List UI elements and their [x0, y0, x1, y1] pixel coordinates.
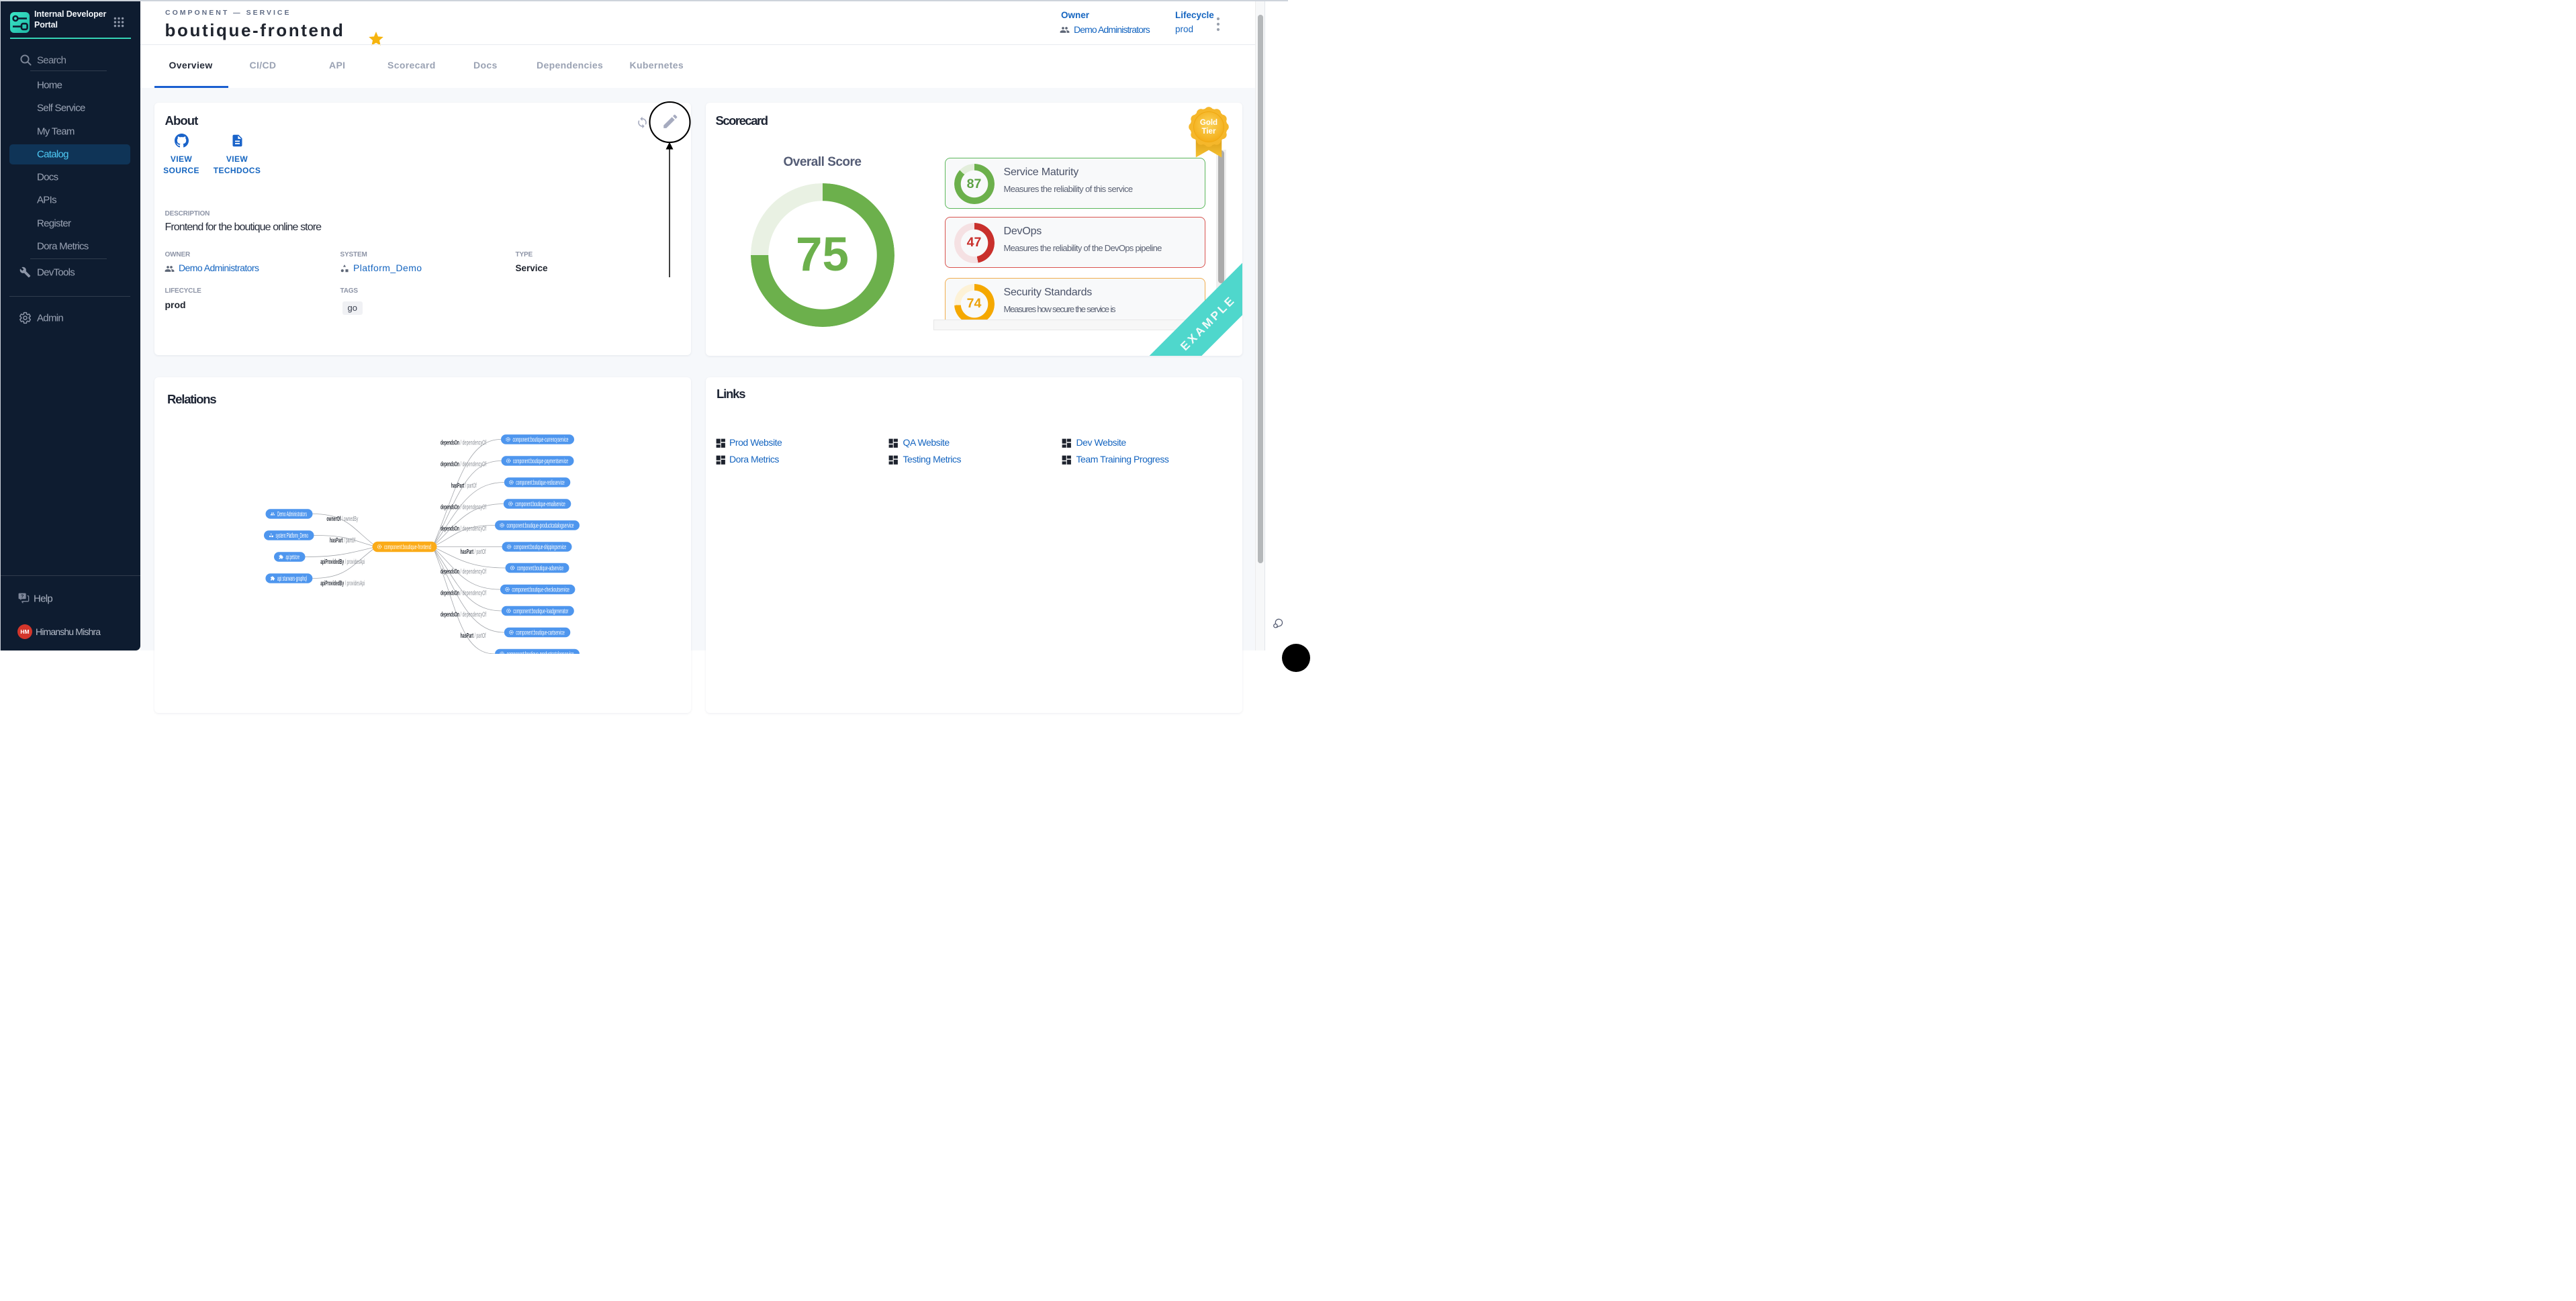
svg-text:dependsOn: dependsOn [441, 439, 459, 446]
svg-text:apiProvidedBy: apiProvidedBy [320, 559, 344, 566]
svg-text:component:boutique-loadgenerat: component:boutique-loadgenerator [513, 608, 568, 615]
svg-text:/ dependencyOf: / dependencyOf [461, 611, 487, 618]
svg-text:dependsOn: dependsOn [441, 589, 459, 597]
svg-text:/ providesApi: / providesApi [345, 559, 365, 566]
svg-text:/ ownedBy: / ownedBy [342, 516, 359, 523]
svg-text:apiProvidedBy: apiProvidedBy [320, 580, 344, 587]
svg-text:component:boutique-adservice: component:boutique-adservice [517, 565, 563, 572]
svg-text:component:boutique-emailservic: component:boutique-emailservice [515, 500, 565, 508]
svg-text:component:boutique-currencyser: component:boutique-currencyservice [513, 436, 569, 443]
svg-text:Demo Administrators: Demo Administrators [277, 510, 307, 518]
svg-text:component:boutique-productcata: component:boutique-productcatalogservice [507, 650, 574, 654]
svg-text:component:boutique-frontend: component:boutique-frontend [384, 543, 431, 550]
svg-text:/ partOf: / partOf [475, 548, 486, 556]
svg-text:hasPart: hasPart [451, 482, 465, 489]
svg-text:system:Platform_Demo: system:Platform_Demo [276, 532, 309, 539]
svg-text:dependsOn: dependsOn [441, 461, 459, 468]
svg-text:/ dependencyOf: / dependencyOf [461, 568, 487, 575]
svg-text:/ partOf: / partOf [344, 537, 355, 544]
svg-text:/ dependencyOf: / dependencyOf [461, 503, 487, 511]
svg-text:Gold: Gold [1199, 119, 1217, 127]
svg-text:/ partOf: / partOf [475, 632, 486, 640]
svg-text:component:boutique-cartservice: component:boutique-cartservice [516, 629, 565, 636]
svg-text:hasPart: hasPart [461, 548, 474, 556]
svg-text:dependsOn: dependsOn [441, 525, 459, 532]
svg-text:dependsOn: dependsOn [441, 611, 459, 618]
svg-text:/ dependencyOf: / dependencyOf [461, 525, 487, 532]
svg-text:component:boutique-productcata: component:boutique-productcatalogservice [507, 522, 574, 529]
svg-text:component:boutique-checkoutser: component:boutique-checkoutservice [512, 586, 569, 593]
svg-text:/ dependencyOf: / dependencyOf [461, 461, 487, 468]
svg-text:Tier: Tier [1201, 128, 1215, 136]
svg-text:/ dependencyOf: / dependencyOf [461, 589, 487, 597]
svg-text:api:petstore: api:petstore [286, 553, 300, 561]
svg-text:component:boutique-shippingser: component:boutique-shippingservice [514, 543, 566, 550]
svg-text:/ dependencyOf: / dependencyOf [461, 439, 487, 446]
svg-text:/ providesApi: / providesApi [345, 580, 365, 587]
svg-text:hasPart: hasPart [330, 537, 343, 544]
svg-text:hasPart: hasPart [461, 632, 474, 640]
svg-text:?: ? [21, 593, 24, 599]
svg-text:dependsOn: dependsOn [441, 503, 459, 511]
svg-text:dependsOn: dependsOn [441, 568, 459, 575]
svg-text:/ partOf: / partOf [465, 482, 477, 489]
svg-text:api:starwars-graphql: api:starwars-graphql [277, 575, 307, 582]
svg-text:component:boutique-redisservic: component:boutique-redisservice [516, 479, 565, 486]
svg-text:component:boutique-paymentserv: component:boutique-paymentservice [513, 457, 568, 465]
svg-text:ownerOf: ownerOf [326, 516, 340, 523]
